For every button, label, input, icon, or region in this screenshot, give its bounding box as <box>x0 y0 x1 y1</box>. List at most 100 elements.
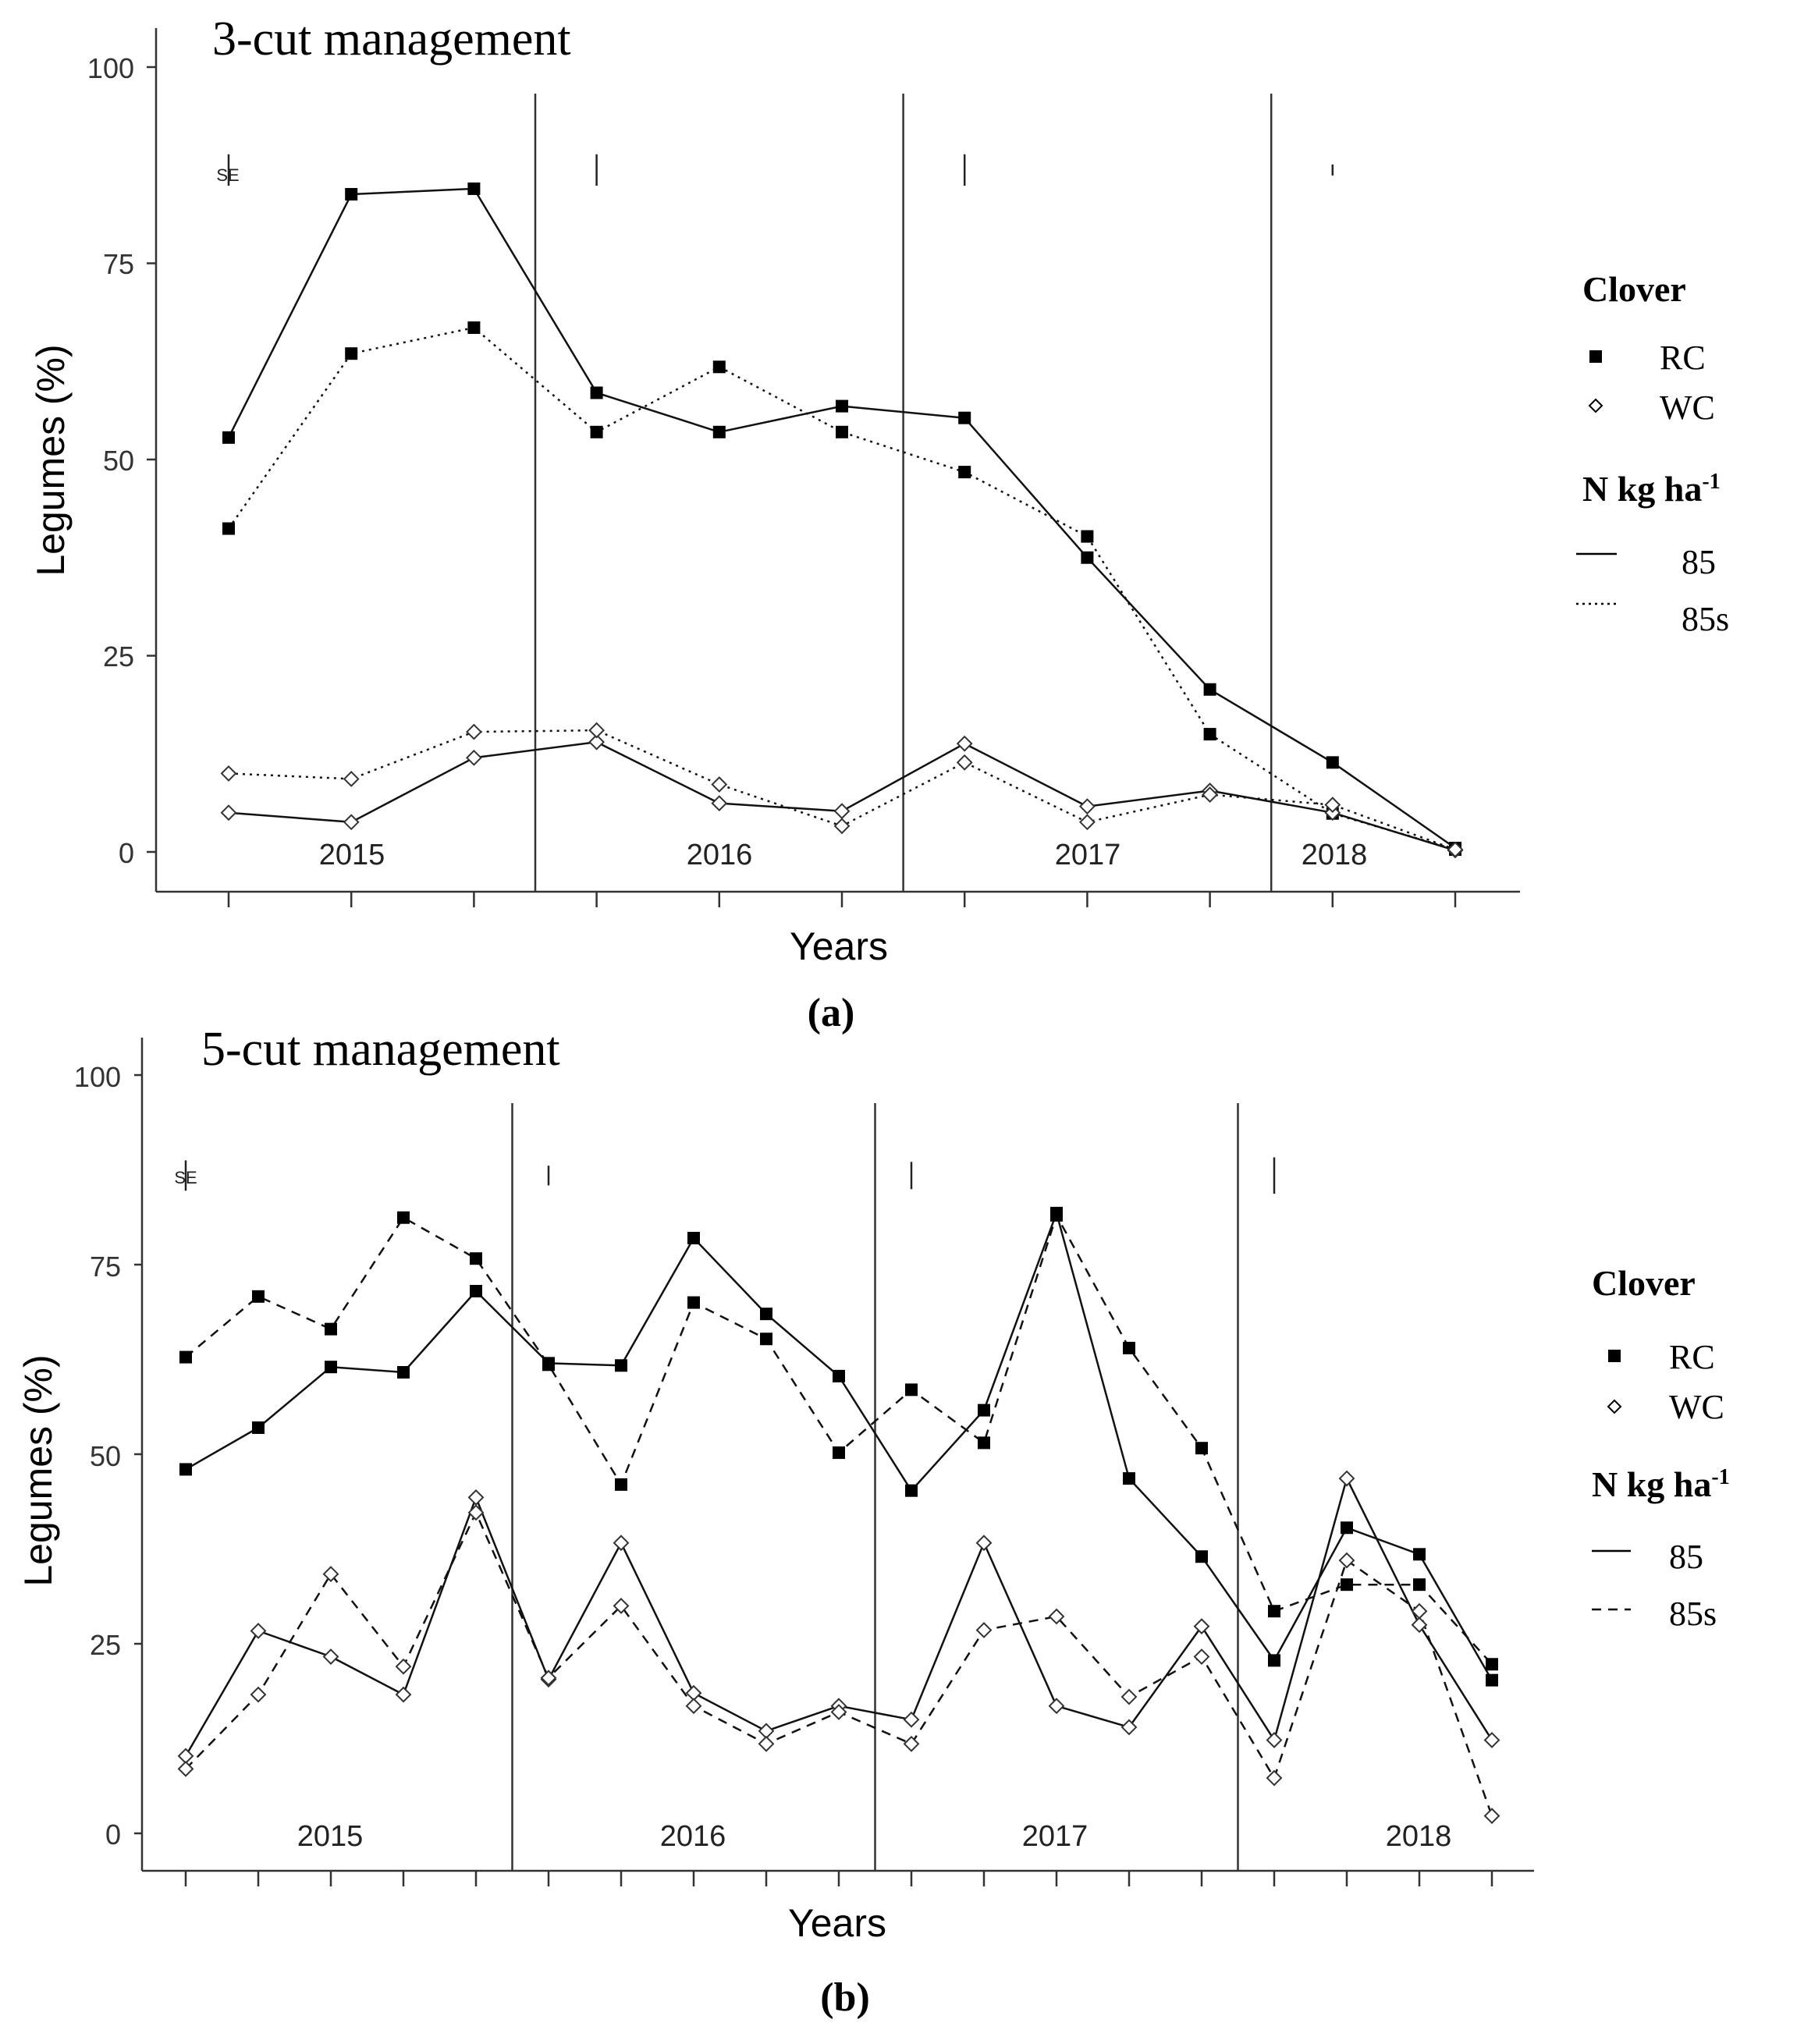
panel-b-legend-n-title-text: N kg ha <box>1592 1464 1711 1504</box>
panel-a-wc-85-point <box>465 749 482 766</box>
panel-b-rc-85s-point <box>179 1350 192 1364</box>
panel-b-chart: 5-cut management Years Legumes (%) (b) 0… <box>16 1023 1730 2020</box>
panel-b-rc-85-point <box>1195 1550 1208 1563</box>
panel-b-rc-85-point <box>687 1231 700 1244</box>
panel-b-wc-85-point <box>975 1535 993 1552</box>
panel-a-wc-85s-point <box>1078 814 1096 831</box>
panel-a-rc-85-point <box>1326 756 1339 769</box>
panel-b-wc-85-point <box>322 1648 339 1665</box>
panel-a-wc-85s-point <box>465 723 482 740</box>
panel-b-rc-85-point <box>397 1366 410 1379</box>
panel-b-rc-85s-point <box>1123 1341 1135 1354</box>
panel-b-wc-85-point <box>1411 1616 1428 1634</box>
panel-a-rc-85-point <box>712 425 726 438</box>
panel-a-rc-85-point <box>345 187 358 200</box>
panel-a-marks <box>147 28 1520 907</box>
panel-b-rc-85s-point <box>325 1322 337 1336</box>
panel-a-legend-clover-title: Clover <box>1582 269 1686 309</box>
panel-b-legend-rc-square-icon <box>1608 1350 1621 1362</box>
panel-a-rc-85s-point <box>712 360 726 374</box>
panel-a-wc-85s-point <box>956 754 973 771</box>
panel-a-y-tick-label: 25 <box>103 641 134 672</box>
panel-a-rc-85-point <box>836 399 848 413</box>
panel-b-rc-85-point <box>1341 1521 1353 1535</box>
panel-b-rc-85-point <box>179 1463 192 1476</box>
panel-b-legend-rc-label: RC <box>1669 1338 1715 1376</box>
panel-a-title: 3-cut management <box>212 12 571 66</box>
panel-b-rc-85s-point <box>615 1478 627 1491</box>
panel-a-wc-85-point <box>956 735 973 752</box>
panel-a-wc-85-point <box>588 733 606 751</box>
panel-b-wc-85s-point <box>1338 1552 1355 1569</box>
panel-a-legend-rc-label: RC <box>1660 339 1706 377</box>
panel-a-rc-85s-point <box>836 425 848 438</box>
panel-b-rc-85s-point <box>1413 1578 1426 1592</box>
panel-b-wc-85-point <box>395 1686 412 1703</box>
panel-b-wc-85-point <box>613 1535 630 1552</box>
panel-b-wc-85s-point <box>1411 1602 1428 1620</box>
panel-b-wc-85-point <box>903 1711 920 1728</box>
panel-b-series-line-rc-85s <box>185 1214 1493 1666</box>
panel-b-y-axis-title: Legumes (%) <box>16 1354 60 1586</box>
panel-a-wc-85s-point <box>588 722 606 739</box>
panel-b-rc-85s-point <box>905 1383 918 1396</box>
panel-b-wc-85s-point <box>1193 1648 1210 1665</box>
panel-b-rc-85-point <box>1486 1673 1498 1687</box>
panel-b-rc-85s-point <box>760 1333 772 1346</box>
panel-b-rc-85-point <box>760 1308 772 1321</box>
panel-a-legend-85s-label: 85s <box>1682 600 1729 638</box>
panel-a-rc-85s-point <box>467 321 481 334</box>
panel-b-legend-85s-label: 85s <box>1669 1595 1717 1633</box>
panel-a-wc-85s-point <box>343 771 360 787</box>
panel-b-title: 5-cut management <box>201 1023 560 1076</box>
panel-b-legend-clover-title: Clover <box>1592 1263 1696 1303</box>
panel-b-y-tick-label: 100 <box>74 1061 121 1093</box>
panel-a-wc-85s-point <box>1324 797 1341 814</box>
panel-b-wc-85s-point <box>322 1566 339 1582</box>
panel-a-wc-85-point <box>1078 798 1096 815</box>
panel-b-rc-85s-point <box>542 1358 555 1372</box>
panel-a-wc-85-point <box>343 814 360 831</box>
panel-b-x-axis-title: Years <box>788 1901 886 1945</box>
panel-b-wc-85s-point <box>177 1760 194 1777</box>
panel-b-wc-85s-point <box>1120 1688 1138 1705</box>
panel-a-wc-85s-point <box>711 776 728 793</box>
panel-b-year-label: 2017 <box>1022 1820 1088 1853</box>
panel-a-wc-85-point <box>220 804 237 822</box>
panel-a-legend-wc-diamond-icon <box>1588 398 1603 413</box>
panel-b-year-label: 2018 <box>1386 1820 1452 1853</box>
panel-a-rc-85-point <box>1081 551 1094 564</box>
panel-a-rc-85s-point <box>958 466 971 479</box>
panel-b-wc-85s-point <box>1048 1608 1065 1625</box>
panel-b-legend-wc-label: WC <box>1669 1388 1724 1426</box>
panel-b-rc-85-point <box>1123 1472 1135 1485</box>
panel-b-rc-85-point <box>978 1403 990 1417</box>
panel-b-rc-85s-point <box>252 1290 265 1303</box>
panel-a-rc-85-point <box>1203 683 1216 696</box>
panel-a-rc-85-point <box>467 182 481 195</box>
panel-a-rc-85s-point <box>1203 728 1216 741</box>
panel-b-rc-85s-point <box>397 1211 410 1224</box>
panel-a-legend-wc-label: WC <box>1660 389 1715 427</box>
panel-a-wc-85-point <box>833 803 851 820</box>
panel-b-wc-85s-point <box>467 1504 485 1521</box>
panel-a-rc-85-point <box>222 431 235 444</box>
panel-b-wc-85-point <box>1483 1732 1500 1748</box>
panel-a-rc-85s-point <box>1081 530 1094 543</box>
panel-b-rc-85s-point <box>687 1296 700 1309</box>
panel-b-rc-85s-point <box>1341 1578 1353 1592</box>
panel-b-label: (b) <box>820 1975 870 2020</box>
panel-a-legend-rc-square-icon <box>1589 350 1602 363</box>
panel-b-wc-85-point <box>250 1623 267 1639</box>
panel-b-rc-85-point <box>905 1484 918 1497</box>
panel-b-rc-85s-point <box>833 1446 845 1460</box>
panel-b-wc-85-point <box>1193 1618 1210 1635</box>
panel-b-wc-85s-point <box>250 1686 267 1703</box>
panel-b-y-tick-label: 50 <box>90 1440 121 1472</box>
panel-b-legend-85-label: 85 <box>1669 1538 1703 1576</box>
panel-a-year-label: 2016 <box>687 839 753 871</box>
panel-b-legend-n-title-sup: -1 <box>1711 1465 1729 1489</box>
panel-b-rc-85s-point <box>1486 1658 1498 1671</box>
panel-a-rc-85s-point <box>222 522 235 535</box>
